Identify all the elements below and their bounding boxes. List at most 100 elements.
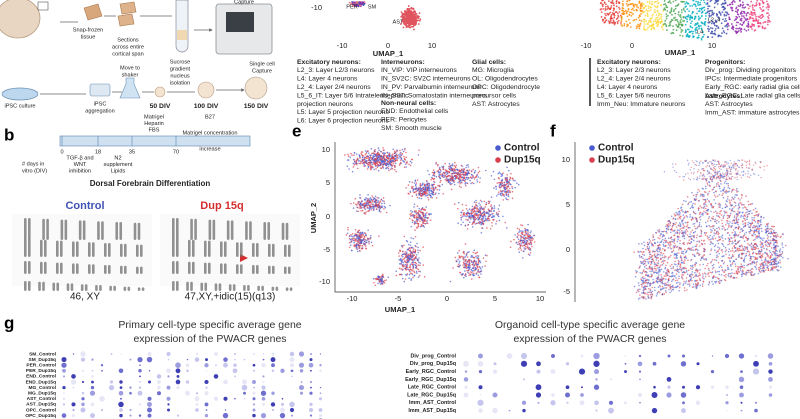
umap-point [472,262,475,265]
umap-point [408,7,411,10]
umap-point [392,162,395,165]
umap-point [601,18,604,21]
umap-point [697,10,700,13]
umap-point [415,211,417,213]
umap-point [413,28,415,31]
umap-point [428,191,431,194]
umap-point [350,235,353,237]
umap-point [508,187,511,190]
umap-point [378,235,380,237]
umap-point [495,223,497,225]
umap-point [728,254,731,256]
umap-point [401,253,404,256]
umap-point [673,252,676,255]
umap-point [473,265,475,268]
umap-point [655,259,658,261]
umap-point [528,235,530,237]
umap-point [505,187,508,190]
umap-point [611,22,614,24]
umap-point [396,150,398,153]
umap-point [514,186,516,189]
umap-point [479,177,481,179]
umap-point [632,19,635,22]
umap-point [699,17,702,19]
umap-point [413,10,416,12]
umap-point [412,185,414,188]
umap-point [350,233,352,236]
umap-point [746,18,748,21]
umap-point [489,210,492,212]
umap-point [656,5,659,8]
umap-point [501,192,503,195]
umap-point [382,167,385,169]
umap-point [685,30,687,33]
umap-point [402,159,404,162]
umap-point [368,159,370,161]
umap-point [358,241,360,243]
umap-point [502,194,504,197]
umap-point [411,11,413,14]
umap-point [726,11,728,14]
umap-point [709,271,711,274]
umap-point [381,278,383,280]
umap-point [643,10,646,13]
umap-point [637,16,640,19]
umap-point [765,0,768,3]
umap-point [437,184,439,187]
chromosome [78,220,82,240]
umap-point [423,208,425,211]
umap-point [743,28,746,31]
umap-point [392,156,394,159]
umap-point [415,266,417,268]
umap-point [401,269,404,271]
umap-point [484,217,487,220]
umap-point [476,265,479,268]
umap-point [725,19,728,22]
umap-point [688,35,691,37]
umap-point [751,219,754,221]
umap-point [735,7,738,10]
umap-point [360,209,362,212]
umap-point [723,227,725,229]
umap-point [417,251,420,254]
umap-point [688,16,691,19]
umap-point [679,239,681,242]
umap-point [645,258,647,261]
umap-point [715,256,718,259]
umap-point [354,197,357,200]
umap-point [379,277,382,279]
umap-point [670,215,673,218]
umap-point [463,276,465,279]
umap-point [438,189,441,191]
umap-point [643,27,645,30]
umap-point [440,170,442,172]
umap-point [408,26,411,29]
umap-point [410,21,412,24]
umap-point [669,24,672,27]
umap-point [729,221,731,223]
umap-point [471,177,473,180]
umap-point [465,218,467,221]
umap-point [714,270,717,272]
chromosome [28,239,31,257]
umap-point [364,199,367,201]
umap-point [431,183,433,186]
umap-point [377,169,380,172]
umap-point [458,262,460,264]
umap-point [680,257,683,260]
umap-point [725,32,728,35]
umap-point [372,156,375,159]
chromosome [104,243,107,257]
umap-point [688,31,691,34]
umap-point [477,171,480,174]
umap-point [671,13,673,16]
umap-point [462,257,464,260]
umap-point [495,211,498,214]
umap-point [761,27,764,30]
umap-point [470,254,473,257]
umap-point [375,160,378,162]
umap-point [520,236,522,239]
umap-point [453,165,456,167]
umap-point [756,0,759,2]
umap-point [530,236,533,238]
